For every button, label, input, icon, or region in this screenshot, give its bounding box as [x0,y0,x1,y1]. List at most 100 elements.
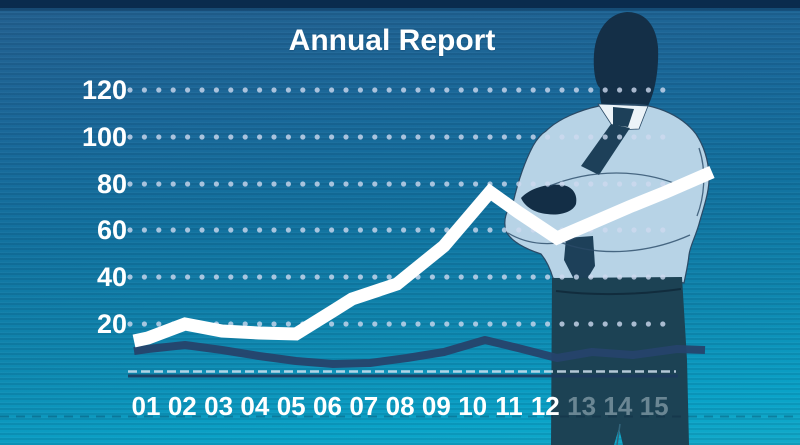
grid-dot [573,181,580,187]
grid-dot [429,321,435,327]
grid-dot [170,134,176,140]
grid-dot [516,134,522,140]
series-lines [132,166,715,368]
grid-dot [458,181,464,187]
grid-dot [545,274,551,280]
grid-dot [573,274,580,280]
grid-dot [645,274,652,280]
grid-dot [645,227,652,233]
grid-dot [415,227,421,233]
x-tick-label: 03 [204,391,234,421]
grid-dot [170,227,176,233]
grid-dot [386,87,392,93]
grid-dot [473,227,479,233]
grid-dot [487,321,493,327]
grid-dot [660,321,666,327]
grid-dot [429,227,435,233]
grid-dot [257,181,263,187]
grid-dot [242,227,248,233]
grid-dot [314,181,320,187]
grid-dot [501,134,507,140]
grid-dot [185,274,191,280]
grid-dot [516,181,522,187]
grid-dot [573,87,580,93]
grid-dot [660,87,666,93]
grid-dot [386,274,392,280]
grid-dot [645,181,652,187]
grid-dot [559,274,565,280]
top-border-band-shadow [0,8,800,11]
grid-dot [473,181,479,187]
grid-dot [401,181,407,187]
grid-dot [257,87,263,93]
grid-dot [617,321,623,327]
grid-dot [444,274,450,280]
grid-dot [660,134,666,140]
grid-dot [588,134,594,140]
y-tick-label: 20 [96,309,127,339]
grid-dot [141,227,147,233]
x-tick-label: 06 [313,391,342,421]
grid-dot [213,274,219,280]
grid-dot [314,227,320,233]
grid-dot [444,181,450,187]
grid-dot [271,134,277,140]
grid-dot [429,87,435,93]
grid-dot [372,87,378,93]
grid-dot [530,321,536,327]
grid-dot [199,274,205,280]
grid-dot [127,134,133,140]
grid-dot [473,321,479,327]
grid-dot [242,274,248,280]
grid-dot [213,87,219,93]
grid-dot [314,134,320,140]
grid-dot [199,181,205,187]
grid-dot [372,274,378,280]
grid-dot [458,87,464,93]
grid-dot [458,134,464,140]
grid-dot [300,181,306,187]
grid-dot [617,227,623,233]
grid-dot [372,227,378,233]
grid-dot [343,87,349,93]
grid-dot [343,274,349,280]
grid-dot [631,87,637,93]
grid-dot [285,274,291,280]
grid-dot [487,87,493,93]
grid-dot [645,321,652,327]
grid-dot [617,87,623,93]
y-tick-label: 40 [96,262,127,292]
grid-dot [156,134,162,140]
axis-baseline [0,370,800,418]
grid-dot [386,321,392,327]
grid-dot [631,321,637,327]
grid-dot [602,227,608,233]
grid-dot [127,321,133,327]
chart-title: Annual Report [288,24,496,57]
y-tick-label: 80 [96,169,127,199]
grid-dot [271,321,277,327]
grid-dot [458,274,464,280]
grid-dot [372,321,378,327]
grid-dot [444,87,450,93]
grid-dot [257,321,263,327]
grid-dot [473,134,479,140]
grid-dot [156,321,162,327]
grid-dot [386,134,392,140]
x-tick-label: 05 [276,391,306,421]
grid-dot [559,134,565,140]
grid-dot [127,181,133,187]
grid-dot [444,134,450,140]
grid-dot [357,134,363,140]
grid-dot [444,321,450,327]
grid-dot [285,321,291,327]
x-tick-label: 12 [530,391,560,421]
grid-dot [401,227,407,233]
grid-dot [530,134,536,140]
grid-dot [185,134,191,140]
grid-dot [300,227,306,233]
grid-dot [343,227,349,233]
grid-dot [573,321,580,327]
grid-dot [285,134,291,140]
